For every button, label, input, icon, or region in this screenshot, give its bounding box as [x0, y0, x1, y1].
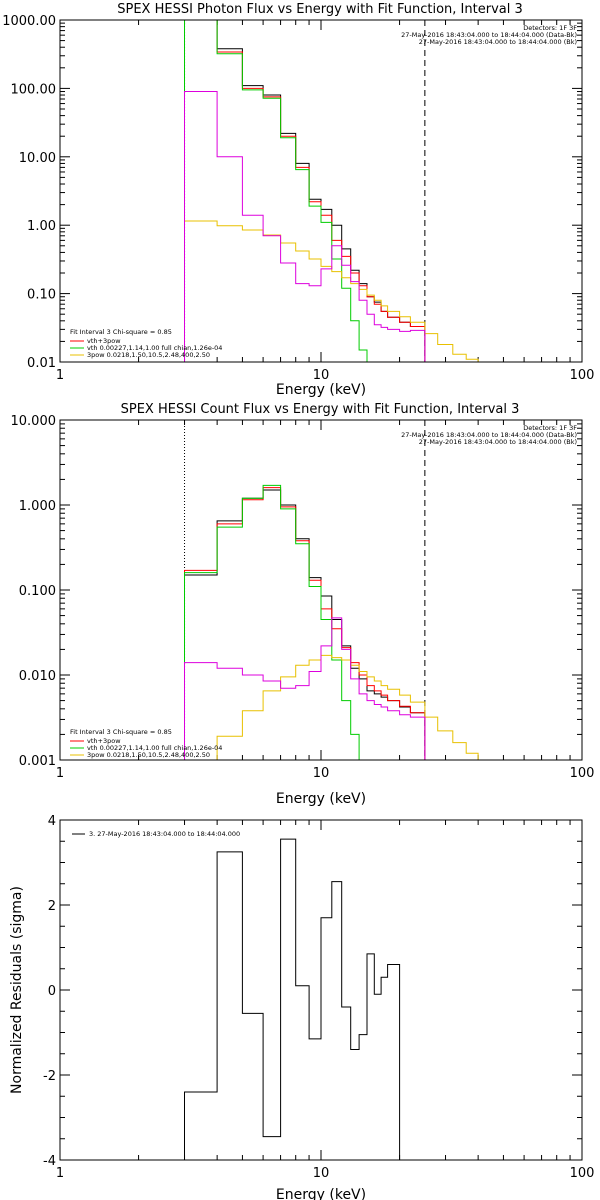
count-flux-fit-title: Fit Interval 3 Chi-square = 0.85: [70, 728, 172, 736]
photon-flux-data: [184, 19, 504, 363]
photon-flux-series-2: [184, 19, 425, 363]
count-flux-series-3: [184, 654, 492, 761]
residuals-panel: 1 10 100 4 2 0 -2 -4 Energy (keV) Normalized Re…: [9, 814, 594, 1200]
count-flux-xtick-label: 1: [56, 766, 64, 781]
residuals-ytick-label: -4: [43, 1154, 56, 1169]
count-flux-ytick-label: 0.001: [19, 754, 56, 769]
residuals-ytick-label: 0: [48, 984, 56, 999]
count-flux-legend-vth: vth 0.00227,1.14,1.00 full chian,1.26e-0…: [87, 744, 222, 752]
photon-flux-frame: [59, 19, 583, 363]
residuals-legend: 3. 27-May-2016 18:43:04.000 to 18:44:04.…: [89, 830, 240, 838]
photon-flux-ytick-label: 100.00: [11, 82, 57, 97]
count-flux-ytick-label: 1.000: [19, 499, 56, 514]
photon-flux-ytick-label: 1000.00: [2, 14, 56, 29]
residuals-series-0: [184, 838, 401, 1160]
photon-flux-xtick-label: 1: [56, 368, 64, 383]
residuals-ytick-label: 2: [48, 899, 56, 914]
count-flux-axes: 1 10 100 10.000 1.000 0.100 0.010 0.001: [11, 414, 595, 781]
photon-flux-bk-interval: 27-May-2016 18:43:04.000 to 18:44:04.000…: [419, 38, 577, 46]
count-flux-legend-3pow: 3pow 0.0218,1.50,10.5,2.48,400,2.50: [87, 751, 210, 759]
residuals-data: [184, 838, 401, 1160]
residuals-xtick-label: 100: [570, 1166, 595, 1181]
photon-flux-ytick-label: 0.01: [27, 356, 56, 371]
photon-flux-xlabel: Energy (keV): [276, 382, 366, 398]
photon-flux-series-1: [184, 19, 426, 362]
photon-flux-axes: 1 10 100 1000.00 100.00 10.00 1.00 0.10 0.01: [2, 14, 594, 383]
residuals-ytick-label: -2: [43, 1069, 56, 1084]
count-flux-bk-interval: 27-May-2016 18:43:04.000 to 18:44:04.000…: [419, 438, 577, 446]
photon-flux-series-0: [184, 19, 426, 362]
count-flux-series-1: [184, 487, 426, 760]
photon-flux-data-interval: 27-May-2016 18:43:04.000 to 18:44:04.000…: [401, 31, 577, 39]
photon-flux-detectors: Detectors: 1F 3F: [523, 24, 577, 32]
count-flux-data-interval: 27-May-2016 18:43:04.000 to 18:44:04.000…: [401, 431, 577, 439]
photon-flux-fit-title: Fit Interval 3 Chi-square = 0.85: [70, 328, 172, 336]
residuals-ylabel: Normalized Residuals (sigma): [9, 886, 25, 1094]
residuals-frame: [59, 819, 583, 1161]
count-flux-frame: [59, 419, 583, 761]
photon-flux-ytick-label: 0.10: [27, 288, 56, 303]
photon-flux-xtick-label: 100: [570, 368, 595, 383]
residuals-xlabel: Energy (keV): [276, 1187, 366, 1200]
count-flux-ytick-label: 0.010: [19, 669, 56, 684]
residuals-xtick-label: 1: [56, 1166, 64, 1181]
residuals-axes: 1 10 100 4 2 0 -2 -4: [43, 814, 594, 1181]
residuals-xtick-label: 10: [313, 1166, 330, 1181]
count-flux-title: SPEX HESSI Count Flux vs Energy with Fit…: [121, 402, 520, 417]
photon-flux-ytick-label: 10.00: [19, 151, 56, 166]
photon-flux-ytick-label: 1.00: [27, 219, 56, 234]
count-flux-ytick-label: 0.100: [19, 584, 56, 599]
count-flux-data: [184, 420, 492, 761]
photon-flux-series-3: [184, 220, 504, 363]
photon-flux-legend-3pow: 3pow 0.0218,1.50,10.5,2.48,400,2.50: [87, 351, 210, 359]
count-flux-ytick-label: 10.000: [11, 414, 57, 429]
photon-flux-title: SPEX HESSI Photon Flux vs Energy with Fi…: [117, 2, 523, 17]
photon-flux-series-4: [184, 91, 426, 362]
photon-flux-panel: SPEX HESSI Photon Flux vs Energy with Fi…: [2, 2, 594, 398]
count-flux-series-2: [184, 484, 425, 761]
count-flux-xlabel: Energy (keV): [276, 791, 366, 807]
count-flux-detectors: Detectors: 1F 3F: [523, 424, 577, 432]
count-flux-legend-total: vth+3pow: [87, 737, 121, 745]
residuals-ytick-label: 4: [48, 814, 56, 829]
count-flux-xtick-label: 10: [313, 766, 330, 781]
count-flux-panel: SPEX HESSI Count Flux vs Energy with Fit…: [11, 402, 595, 807]
count-flux-xtick-label: 100: [570, 766, 595, 781]
photon-flux-legend-total: vth+3pow: [87, 337, 121, 345]
count-flux-series-4: [184, 617, 426, 760]
photon-flux-xtick-label: 10: [313, 368, 330, 383]
count-flux-series-0: [184, 489, 426, 760]
photon-flux-legend-vth: vth 0.00227,1.14,1.00 full chian,1.26e-0…: [87, 344, 222, 352]
